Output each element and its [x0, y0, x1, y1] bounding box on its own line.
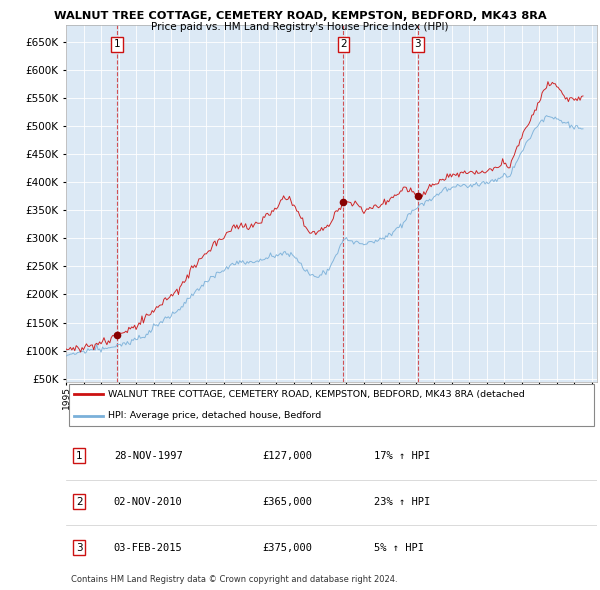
Text: 03-FEB-2015: 03-FEB-2015 — [114, 543, 182, 552]
Text: 2: 2 — [340, 40, 347, 50]
Text: WALNUT TREE COTTAGE, CEMETERY ROAD, KEMPSTON, BEDFORD, MK43 8RA (detached: WALNUT TREE COTTAGE, CEMETERY ROAD, KEMP… — [109, 389, 525, 399]
Text: Contains HM Land Registry data © Crown copyright and database right 2024.: Contains HM Land Registry data © Crown c… — [71, 575, 398, 584]
Text: 1: 1 — [76, 451, 83, 461]
Text: 23% ↑ HPI: 23% ↑ HPI — [374, 497, 430, 507]
Text: 3: 3 — [76, 543, 83, 552]
Text: £127,000: £127,000 — [262, 451, 313, 461]
Text: £365,000: £365,000 — [262, 497, 313, 507]
Text: 28-NOV-1997: 28-NOV-1997 — [114, 451, 182, 461]
Text: 02-NOV-2010: 02-NOV-2010 — [114, 497, 182, 507]
Text: Price paid vs. HM Land Registry's House Price Index (HPI): Price paid vs. HM Land Registry's House … — [151, 22, 449, 32]
Text: 2: 2 — [76, 497, 83, 507]
Text: 5% ↑ HPI: 5% ↑ HPI — [374, 543, 424, 552]
FancyBboxPatch shape — [68, 384, 595, 426]
Text: £375,000: £375,000 — [262, 543, 313, 552]
Text: WALNUT TREE COTTAGE, CEMETERY ROAD, KEMPSTON, BEDFORD, MK43 8RA: WALNUT TREE COTTAGE, CEMETERY ROAD, KEMP… — [53, 11, 547, 21]
Text: 1: 1 — [114, 40, 121, 50]
Text: 3: 3 — [415, 40, 421, 50]
Text: 17% ↑ HPI: 17% ↑ HPI — [374, 451, 430, 461]
Text: HPI: Average price, detached house, Bedford: HPI: Average price, detached house, Bedf… — [109, 411, 322, 420]
